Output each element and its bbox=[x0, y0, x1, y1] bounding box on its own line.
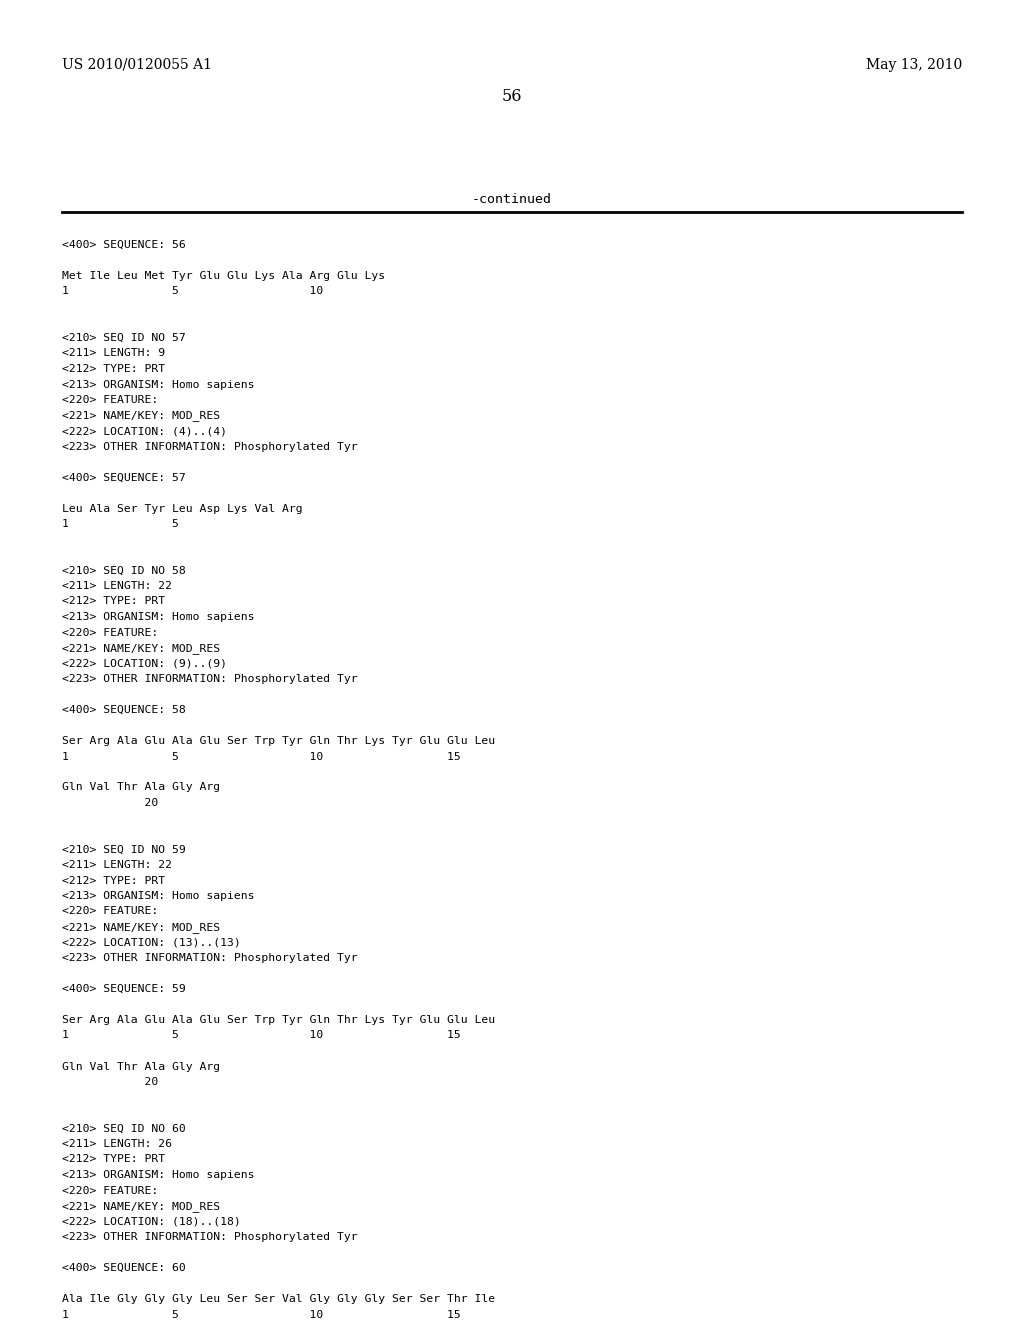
Text: <222> LOCATION: (9)..(9): <222> LOCATION: (9)..(9) bbox=[62, 659, 227, 668]
Text: <400> SEQUENCE: 59: <400> SEQUENCE: 59 bbox=[62, 983, 185, 994]
Text: 20: 20 bbox=[62, 799, 159, 808]
Text: <222> LOCATION: (13)..(13): <222> LOCATION: (13)..(13) bbox=[62, 937, 241, 948]
Text: Met Ile Leu Met Tyr Glu Glu Lys Ala Arg Glu Lys: Met Ile Leu Met Tyr Glu Glu Lys Ala Arg … bbox=[62, 271, 385, 281]
Text: Gln Val Thr Ala Gly Arg: Gln Val Thr Ala Gly Arg bbox=[62, 783, 220, 792]
Text: <400> SEQUENCE: 60: <400> SEQUENCE: 60 bbox=[62, 1263, 185, 1272]
Text: <212> TYPE: PRT: <212> TYPE: PRT bbox=[62, 1155, 165, 1164]
Text: <223> OTHER INFORMATION: Phosphorylated Tyr: <223> OTHER INFORMATION: Phosphorylated … bbox=[62, 675, 357, 684]
Text: <212> TYPE: PRT: <212> TYPE: PRT bbox=[62, 364, 165, 374]
Text: <213> ORGANISM: Homo sapiens: <213> ORGANISM: Homo sapiens bbox=[62, 891, 255, 902]
Text: <221> NAME/KEY: MOD_RES: <221> NAME/KEY: MOD_RES bbox=[62, 1201, 220, 1212]
Text: <213> ORGANISM: Homo sapiens: <213> ORGANISM: Homo sapiens bbox=[62, 380, 255, 389]
Text: <222> LOCATION: (18)..(18): <222> LOCATION: (18)..(18) bbox=[62, 1217, 241, 1226]
Text: <223> OTHER INFORMATION: Phosphorylated Tyr: <223> OTHER INFORMATION: Phosphorylated … bbox=[62, 953, 357, 964]
Text: <211> LENGTH: 22: <211> LENGTH: 22 bbox=[62, 861, 172, 870]
Text: <221> NAME/KEY: MOD_RES: <221> NAME/KEY: MOD_RES bbox=[62, 411, 220, 421]
Text: 1               5: 1 5 bbox=[62, 519, 179, 529]
Text: <213> ORGANISM: Homo sapiens: <213> ORGANISM: Homo sapiens bbox=[62, 1170, 255, 1180]
Text: 1               5                   10: 1 5 10 bbox=[62, 286, 324, 297]
Text: <220> FEATURE:: <220> FEATURE: bbox=[62, 1185, 159, 1196]
Text: 1               5                   10                  15: 1 5 10 15 bbox=[62, 1031, 461, 1040]
Text: <221> NAME/KEY: MOD_RES: <221> NAME/KEY: MOD_RES bbox=[62, 921, 220, 933]
Text: <223> OTHER INFORMATION: Phosphorylated Tyr: <223> OTHER INFORMATION: Phosphorylated … bbox=[62, 441, 357, 451]
Text: <211> LENGTH: 22: <211> LENGTH: 22 bbox=[62, 581, 172, 591]
Text: <210> SEQ ID NO 57: <210> SEQ ID NO 57 bbox=[62, 333, 185, 343]
Text: May 13, 2010: May 13, 2010 bbox=[865, 58, 962, 73]
Text: <222> LOCATION: (4)..(4): <222> LOCATION: (4)..(4) bbox=[62, 426, 227, 436]
Text: Ser Arg Ala Glu Ala Glu Ser Trp Tyr Gln Thr Lys Tyr Glu Glu Leu: Ser Arg Ala Glu Ala Glu Ser Trp Tyr Gln … bbox=[62, 1015, 496, 1026]
Text: 1               5                   10                  15: 1 5 10 15 bbox=[62, 1309, 461, 1320]
Text: <400> SEQUENCE: 56: <400> SEQUENCE: 56 bbox=[62, 240, 185, 249]
Text: 20: 20 bbox=[62, 1077, 159, 1086]
Text: -continued: -continued bbox=[472, 193, 552, 206]
Text: Ser Arg Ala Glu Ala Glu Ser Trp Tyr Gln Thr Lys Tyr Glu Glu Leu: Ser Arg Ala Glu Ala Glu Ser Trp Tyr Gln … bbox=[62, 737, 496, 746]
Text: <213> ORGANISM: Homo sapiens: <213> ORGANISM: Homo sapiens bbox=[62, 612, 255, 622]
Text: <221> NAME/KEY: MOD_RES: <221> NAME/KEY: MOD_RES bbox=[62, 643, 220, 653]
Text: <220> FEATURE:: <220> FEATURE: bbox=[62, 627, 159, 638]
Text: <211> LENGTH: 26: <211> LENGTH: 26 bbox=[62, 1139, 172, 1148]
Text: 1               5                   10                  15: 1 5 10 15 bbox=[62, 751, 461, 762]
Text: Gln Val Thr Ala Gly Arg: Gln Val Thr Ala Gly Arg bbox=[62, 1061, 220, 1072]
Text: US 2010/0120055 A1: US 2010/0120055 A1 bbox=[62, 58, 212, 73]
Text: <210> SEQ ID NO 60: <210> SEQ ID NO 60 bbox=[62, 1123, 185, 1134]
Text: <210> SEQ ID NO 59: <210> SEQ ID NO 59 bbox=[62, 845, 185, 854]
Text: Leu Ala Ser Tyr Leu Asp Lys Val Arg: Leu Ala Ser Tyr Leu Asp Lys Val Arg bbox=[62, 503, 303, 513]
Text: Ala Ile Gly Gly Gly Leu Ser Ser Val Gly Gly Gly Ser Ser Thr Ile: Ala Ile Gly Gly Gly Leu Ser Ser Val Gly … bbox=[62, 1294, 496, 1304]
Text: <212> TYPE: PRT: <212> TYPE: PRT bbox=[62, 597, 165, 606]
Text: <220> FEATURE:: <220> FEATURE: bbox=[62, 907, 159, 916]
Text: <212> TYPE: PRT: <212> TYPE: PRT bbox=[62, 875, 165, 886]
Text: <400> SEQUENCE: 58: <400> SEQUENCE: 58 bbox=[62, 705, 185, 715]
Text: <220> FEATURE:: <220> FEATURE: bbox=[62, 395, 159, 405]
Text: 56: 56 bbox=[502, 88, 522, 106]
Text: <211> LENGTH: 9: <211> LENGTH: 9 bbox=[62, 348, 165, 359]
Text: <400> SEQUENCE: 57: <400> SEQUENCE: 57 bbox=[62, 473, 185, 483]
Text: <210> SEQ ID NO 58: <210> SEQ ID NO 58 bbox=[62, 565, 185, 576]
Text: <223> OTHER INFORMATION: Phosphorylated Tyr: <223> OTHER INFORMATION: Phosphorylated … bbox=[62, 1232, 357, 1242]
